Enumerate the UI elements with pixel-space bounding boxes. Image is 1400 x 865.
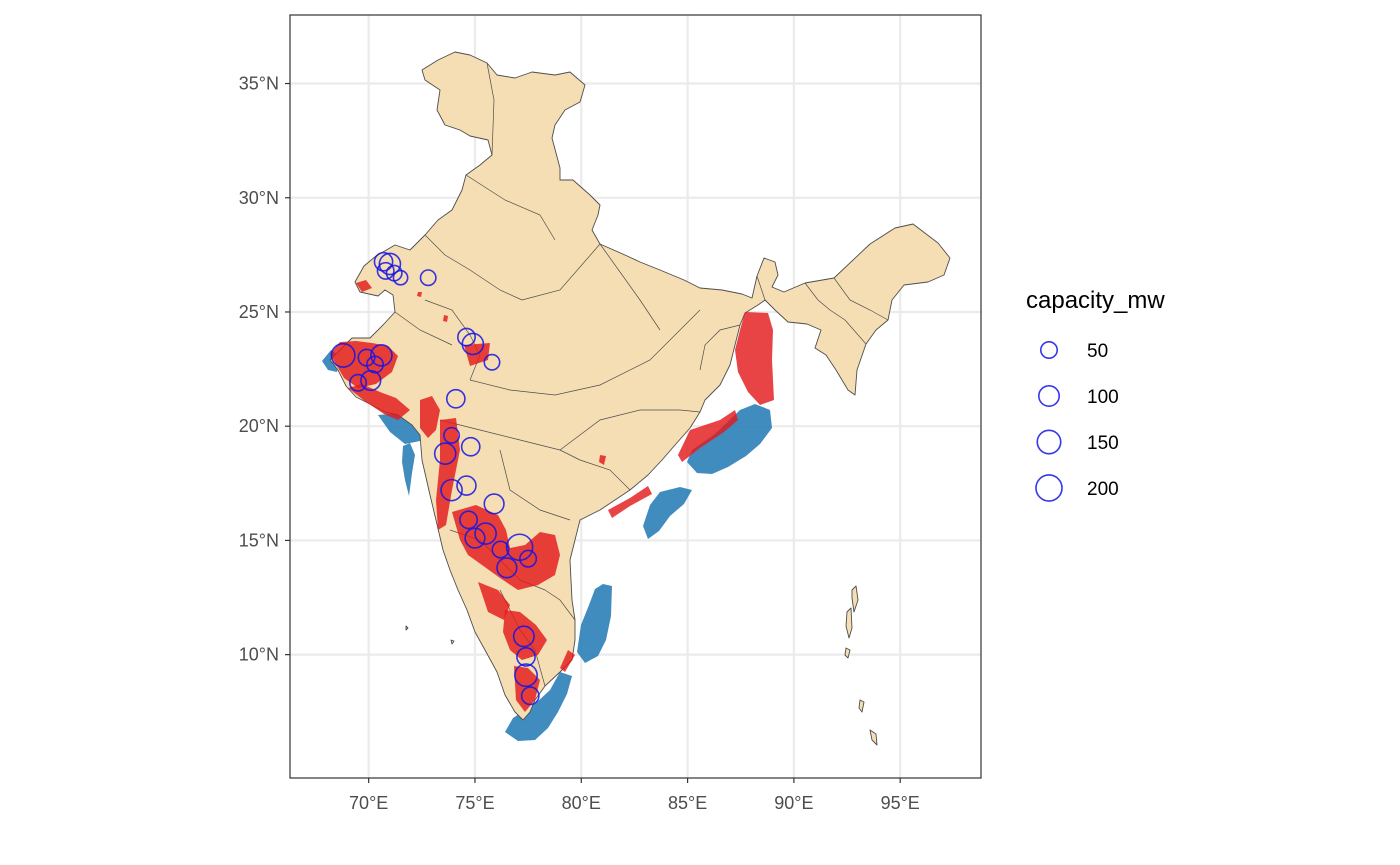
onshore-zone-tn-south bbox=[514, 666, 540, 712]
legend-title: capacity_mw bbox=[1026, 287, 1165, 314]
plant-marker-31 bbox=[514, 663, 538, 688]
plant-marker-5 bbox=[419, 269, 437, 287]
plant-marker-10 bbox=[349, 373, 368, 392]
plant-marker-13 bbox=[461, 332, 485, 356]
andaman-island-3 bbox=[844, 647, 851, 659]
andaman-island-1 bbox=[851, 585, 859, 613]
legend-label-50: 50 bbox=[1087, 341, 1108, 362]
plant-marker-24 bbox=[464, 527, 486, 549]
y-tick-label-0: 10°N bbox=[239, 645, 279, 665]
onshore-zone-ap-speck bbox=[599, 455, 606, 465]
plant-marker-19 bbox=[440, 478, 463, 502]
plant-marker-25 bbox=[491, 540, 510, 559]
offshore-zone-odisha bbox=[687, 404, 772, 474]
legend-key-100 bbox=[1038, 384, 1061, 407]
plant-marker-0 bbox=[373, 251, 394, 272]
x-tick-label-5: 95°E bbox=[881, 793, 920, 813]
nicobar-island-1 bbox=[858, 699, 865, 713]
onshore-zone-east-coast-3 bbox=[560, 650, 575, 672]
x-tick-label-1: 75°E bbox=[455, 793, 494, 813]
x-tick-label-0: 70°E bbox=[349, 793, 388, 813]
y-tick-label-3: 25°N bbox=[239, 302, 279, 322]
legend-label-150: 150 bbox=[1087, 433, 1119, 454]
plant-marker-28 bbox=[519, 549, 538, 568]
plant-marker-6 bbox=[330, 342, 356, 368]
plant-marker-32 bbox=[520, 686, 540, 706]
plant-marker-20 bbox=[456, 475, 477, 496]
offshore-zone-tamilnadu-east bbox=[577, 584, 612, 663]
offshore-zone-andhra bbox=[643, 487, 692, 539]
x-axis: 70°E 75°E 80°E 85°E 90°E 95°E bbox=[349, 778, 920, 813]
y-tick-label-5: 35°N bbox=[239, 74, 279, 94]
plant-marker-2 bbox=[376, 261, 395, 280]
power-plants bbox=[330, 251, 540, 706]
legend-entries: 50 100 150 200 bbox=[1035, 340, 1119, 502]
legend-key-200 bbox=[1035, 474, 1063, 502]
lakshadweep-island-1 bbox=[405, 625, 409, 631]
legend: capacity_mw 50 100 150 200 bbox=[1026, 287, 1165, 502]
plant-marker-16 bbox=[443, 426, 461, 444]
x-tick-label-4: 90°E bbox=[774, 793, 813, 813]
plant-marker-17 bbox=[433, 442, 457, 465]
andaman-island-2 bbox=[845, 607, 853, 639]
offshore-zone-gujarat-offshore bbox=[402, 443, 415, 496]
onshore-zone-rajasthan-speck-1 bbox=[417, 292, 422, 297]
legend-key-150 bbox=[1036, 429, 1062, 455]
plant-marker-12 bbox=[457, 327, 476, 347]
plant-marker-9 bbox=[366, 355, 385, 374]
offshore-zone-tamilnadu-south bbox=[505, 672, 572, 741]
x-tick-label-2: 80°E bbox=[562, 793, 601, 813]
y-axis: 10°N 15°N 20°N 25°N 30°N 35°N bbox=[239, 74, 290, 665]
x-tick-label-3: 85°E bbox=[668, 793, 707, 813]
onshore-zone-kutch bbox=[330, 341, 398, 388]
plant-marker-1 bbox=[378, 252, 402, 276]
onshore-zone-tn-west bbox=[503, 610, 547, 660]
plant-marker-23 bbox=[474, 522, 497, 545]
plant-marker-11 bbox=[360, 369, 382, 392]
onshore-zone-kutch-north bbox=[356, 280, 372, 292]
plant-marker-8 bbox=[370, 344, 393, 367]
onshore-zone-east-coast-2 bbox=[608, 486, 652, 518]
lakshadweep-island-2 bbox=[450, 639, 455, 645]
map-panel-border bbox=[289, 14, 982, 779]
plant-marker-15 bbox=[445, 388, 466, 409]
onshore-zone-east-coast-1 bbox=[678, 410, 738, 462]
onshore-zone-sundarbans bbox=[735, 312, 774, 405]
nicobar-island-2 bbox=[869, 729, 878, 746]
plant-marker-29 bbox=[512, 625, 535, 648]
plant-marker-30 bbox=[516, 647, 536, 667]
onshore-zone-gujarat-ghats bbox=[420, 396, 440, 438]
onshore-zone-saurashtra bbox=[348, 384, 410, 420]
plant-marker-14 bbox=[483, 353, 501, 371]
legend-label-100: 100 bbox=[1087, 387, 1119, 408]
plant-marker-21 bbox=[483, 493, 505, 515]
onshore-zone-maharashtra bbox=[436, 418, 460, 530]
onshore-zone-karnataka-south bbox=[478, 582, 510, 620]
legend-label-200: 200 bbox=[1087, 479, 1119, 500]
y-tick-label-2: 20°N bbox=[239, 416, 279, 436]
plant-marker-4 bbox=[392, 269, 409, 286]
plant-marker-18 bbox=[460, 436, 481, 457]
onshore-zone-rajasthan-speck-2 bbox=[443, 315, 448, 322]
plant-marker-27 bbox=[496, 557, 518, 579]
legend-key-50 bbox=[1039, 340, 1059, 360]
plant-marker-22 bbox=[459, 510, 479, 530]
y-tick-label-4: 30°N bbox=[239, 188, 279, 208]
y-tick-label-1: 15°N bbox=[239, 530, 279, 550]
